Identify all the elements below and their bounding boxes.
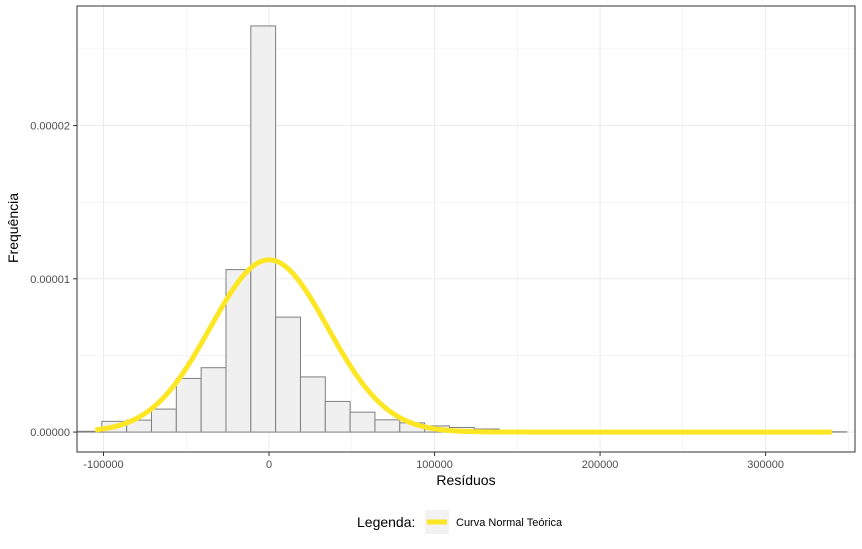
y-axis-ticks: 0.00000 0.00001 0.00002 [30,121,77,439]
x-tick-label: 100000 [416,459,453,471]
histogram-bar [349,411,376,433]
x-tick-label: 300000 [747,459,784,471]
histogram-bar [250,25,277,433]
legend-title: Legenda: [357,514,415,530]
legend: Legenda: Curva Normal Teórica [357,510,563,534]
y-tick-label: 0.00002 [30,121,70,133]
histogram-bar [324,400,351,433]
normal-curve-layer [94,257,832,435]
x-tick-label: -100000 [83,459,123,471]
histogram-bar [175,377,202,433]
x-tick-label: 200000 [582,459,619,471]
x-axis-ticks: -100000 0 100000 200000 300000 [83,452,784,471]
x-tick-label: 0 [266,459,272,471]
histogram-bar [275,316,301,433]
histogram-bars [76,25,848,433]
histogram-bar [374,419,401,433]
x-axis-title: Resíduos [436,472,495,488]
y-tick-label: 0.00000 [30,427,70,439]
panel-border [76,5,856,453]
y-tick-label: 0.00001 [30,274,70,286]
y-axis-title: Frequência [5,193,21,263]
histogram-bar [299,376,326,433]
histogram-bar [150,408,177,433]
histogram-bar [200,367,227,433]
legend-entry-label: Curva Normal Teórica [456,517,563,529]
normal-curve-line [94,257,832,435]
